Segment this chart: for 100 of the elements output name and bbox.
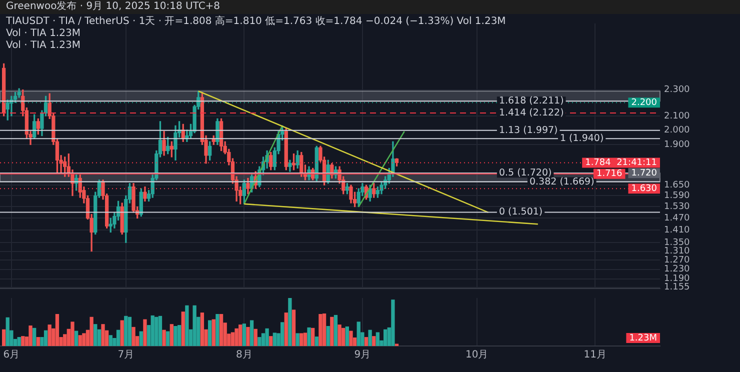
bar xyxy=(368,330,372,346)
bar xyxy=(376,332,380,346)
annotation: 0.5 (1.720) xyxy=(498,168,552,179)
bar xyxy=(269,336,273,346)
bar xyxy=(143,319,147,346)
bar xyxy=(238,324,242,346)
bar xyxy=(208,320,212,346)
bar xyxy=(322,314,326,346)
bar xyxy=(318,314,322,346)
bar xyxy=(101,324,105,346)
bar xyxy=(292,310,296,346)
bar xyxy=(32,328,36,346)
y-tick-label: 1.470 xyxy=(664,214,690,224)
ref-line-label: 2.200 xyxy=(631,98,658,108)
annotation: 0.382 (1.669) xyxy=(529,176,594,188)
bar xyxy=(349,330,353,346)
bar xyxy=(383,329,388,346)
bar xyxy=(94,324,98,346)
x-tick-label: 8月 xyxy=(236,350,252,361)
annotation: 1 (1.940) xyxy=(560,133,604,144)
bar xyxy=(216,314,220,346)
y-tick-label: 1.650 xyxy=(664,180,690,190)
bar xyxy=(345,326,349,346)
bar xyxy=(158,316,162,346)
bar xyxy=(82,333,86,346)
y-tick-label: 2.000 xyxy=(664,125,690,136)
bar xyxy=(234,328,238,346)
bar xyxy=(132,326,136,346)
bar xyxy=(230,332,235,346)
x-tick-label: 7月 xyxy=(118,350,134,361)
chart-title: Greenwoo发布 · 9月 10, 2025 10:18 UTC+8 xyxy=(0,0,740,14)
bar xyxy=(254,328,258,346)
bar xyxy=(70,322,74,346)
bar xyxy=(372,336,376,346)
annotation: Vol · TIA 1.23M xyxy=(6,28,82,40)
chart-subtitle: TIAUSDT · TIA / TetherUS · 1天 · 开=1.808 高=1.810 低=1.763 收=1.784 −0.024 (−1.33%) Vol 1.23M xyxy=(6,16,506,28)
bar xyxy=(55,314,60,346)
y-tick-label: 1.530 xyxy=(664,202,690,212)
bar xyxy=(170,324,174,346)
y-tick-label: 1.270 xyxy=(664,255,690,266)
bar xyxy=(280,322,284,346)
bar xyxy=(303,332,308,346)
bar xyxy=(338,324,342,346)
bar xyxy=(36,337,40,346)
annotation: 0 (1.501) xyxy=(498,206,543,218)
bar xyxy=(181,312,185,346)
bar xyxy=(21,336,25,346)
x-tick-label: 10月 xyxy=(466,350,488,361)
bar xyxy=(356,322,360,346)
bar xyxy=(307,327,311,346)
bar xyxy=(284,312,288,346)
bar xyxy=(90,316,94,346)
bar xyxy=(185,305,189,346)
bar xyxy=(192,305,196,346)
ref-line-label: 1.630 xyxy=(631,184,658,194)
bar xyxy=(250,320,254,346)
y-tick-label: 1.310 xyxy=(664,246,690,257)
bar xyxy=(154,316,158,346)
bar xyxy=(162,330,166,346)
annotation: 1.23M xyxy=(629,333,658,344)
x-tick-label: 9月 xyxy=(354,350,371,361)
bar xyxy=(219,314,224,346)
bar xyxy=(200,312,204,346)
bar xyxy=(265,328,269,346)
x-tick-label: 11月 xyxy=(584,350,607,361)
bar xyxy=(342,328,346,346)
bar xyxy=(139,331,143,346)
bar xyxy=(48,324,52,346)
bar xyxy=(124,316,128,346)
bar xyxy=(258,337,262,346)
y-tick-label: 1.410 xyxy=(664,226,690,236)
bar xyxy=(314,336,318,346)
annotation: 1.618 (2.211) xyxy=(498,96,564,107)
bar xyxy=(78,335,82,346)
annotation: 1.414 (2.122) xyxy=(498,107,564,118)
annotation: 1.13 (1.997) xyxy=(498,124,558,136)
bar xyxy=(74,330,78,346)
bar xyxy=(246,326,250,346)
bar xyxy=(2,329,6,346)
bar xyxy=(6,317,10,346)
bar xyxy=(212,319,216,346)
bar xyxy=(288,298,292,346)
bar xyxy=(296,333,300,346)
bar xyxy=(300,333,304,346)
ref-line-label: 1.720 xyxy=(631,168,658,179)
y-tick-label: 1.190 xyxy=(664,274,690,284)
ref-line-label: 1.716 xyxy=(596,169,623,180)
bar xyxy=(17,337,21,346)
bar xyxy=(166,331,170,346)
bar xyxy=(116,330,120,346)
bar xyxy=(174,326,178,346)
y-tick-label: 2.300 xyxy=(664,85,690,96)
bar xyxy=(330,316,334,346)
bar xyxy=(120,320,124,346)
y-tick-label: 1.230 xyxy=(664,264,690,275)
bar xyxy=(108,335,112,346)
bar xyxy=(150,315,154,346)
bar xyxy=(177,325,182,346)
ref-line-label: 1.784 21:41:11 xyxy=(585,158,658,168)
y-tick-label: 1.155 xyxy=(664,282,690,293)
